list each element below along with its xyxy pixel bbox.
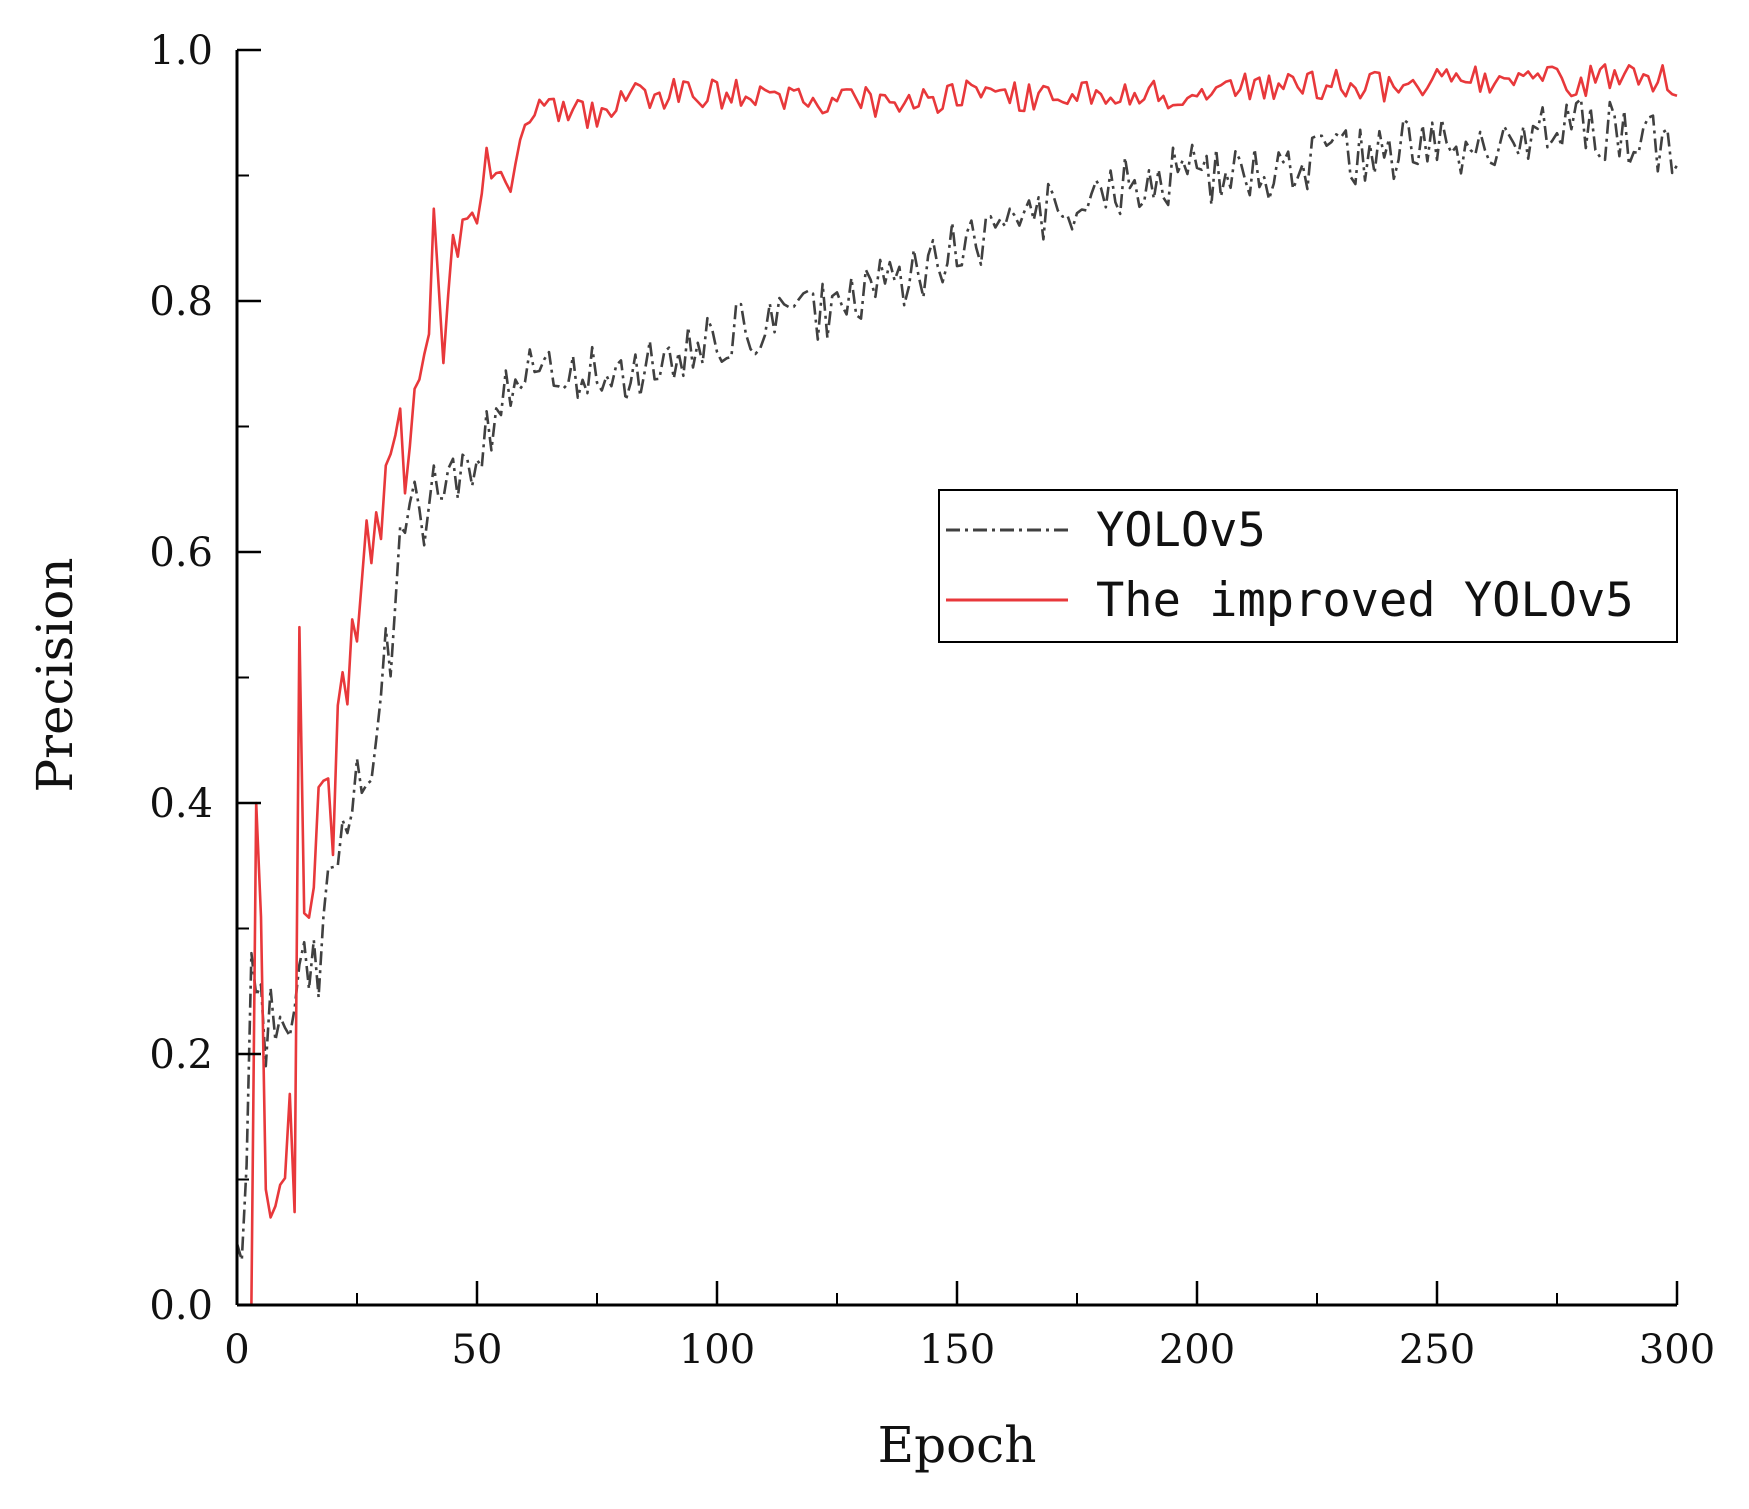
- series-line-yolov5: [235, 97, 1679, 1262]
- plot-lines: [235, 63, 1679, 1307]
- x-tick-label: 250: [1399, 1327, 1475, 1373]
- legend: YOLOv5 The improved YOLOv5: [938, 489, 1678, 643]
- legend-label-improved-yolov5: The improved YOLOv5: [1096, 573, 1634, 628]
- y-tick-label: 0.6: [149, 530, 213, 576]
- y-axis-title: Precision: [26, 557, 84, 792]
- series-line-improved-yolov5: [237, 63, 1678, 1307]
- x-tick-label: 50: [452, 1327, 503, 1373]
- y-tick-label: 0.8: [149, 279, 213, 325]
- tick-labels: 0 50 100 150 200 250 300 0.0 0.2 0.4 0.6 0.8 1.0: [149, 28, 1715, 1373]
- x-tick-label: 150: [919, 1327, 995, 1373]
- ticks: [235, 48, 1679, 1307]
- legend-box: [938, 489, 1678, 643]
- y-tick-label: 0.2: [149, 1032, 213, 1078]
- x-tick-label: 200: [1159, 1327, 1235, 1373]
- x-tick-label: 0: [224, 1327, 249, 1373]
- y-tick-label: 0.0: [149, 1283, 213, 1329]
- x-tick-label: 300: [1639, 1327, 1715, 1373]
- y-tick-label: 1.0: [149, 28, 213, 74]
- y-tick-label: 0.4: [149, 781, 213, 827]
- x-tick-label: 100: [679, 1327, 755, 1373]
- legend-label-yolov5: YOLOv5: [1096, 503, 1266, 558]
- x-axis-title: Epoch: [878, 1416, 1037, 1474]
